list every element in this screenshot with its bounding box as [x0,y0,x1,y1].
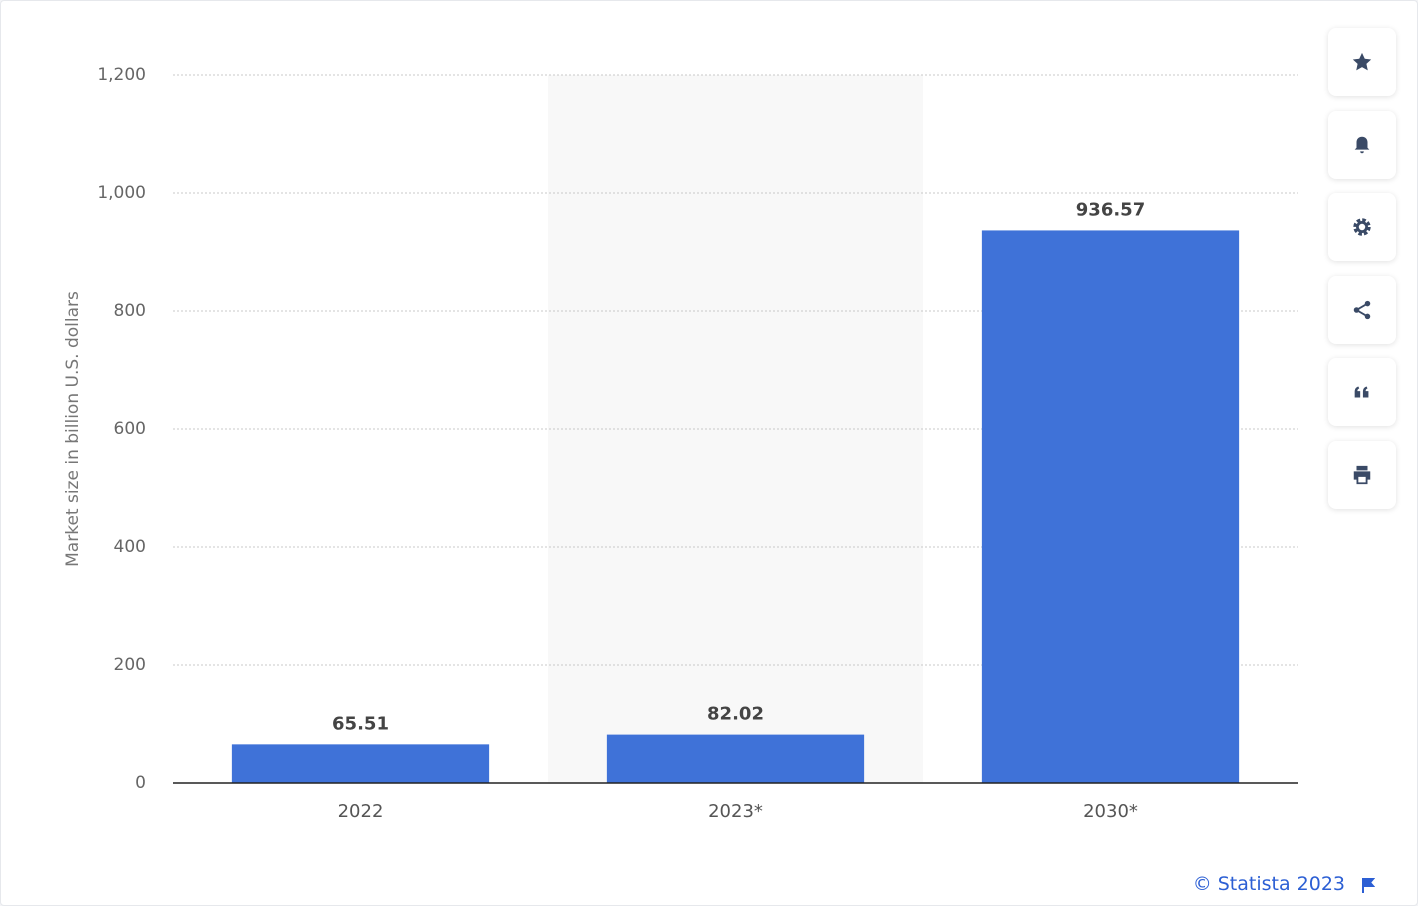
print-button[interactable] [1328,441,1396,509]
notification-button[interactable] [1328,111,1396,179]
value-label: 936.57 [1076,199,1145,220]
x-tick-label: 2023* [708,801,763,822]
y-tick-label: 1,200 [97,65,146,85]
bar [981,230,1240,783]
bar [231,744,490,783]
bar [606,734,865,783]
cite-button[interactable] [1328,358,1396,426]
y-tick-label: 400 [114,537,146,557]
credit[interactable]: © Statista 2023 [1192,873,1345,895]
x-tick-label: 2022 [338,801,384,822]
chart: Market size in billion U.S. dollars 0 200… [63,65,1298,822]
y-tick-label: 600 [114,419,146,439]
y-axis-label: Market size in billion U.S. dollars [63,291,83,567]
value-label: 65.51 [332,713,389,734]
value-label: 82.02 [707,704,764,725]
x-tick-label: 2030* [1083,801,1138,822]
y-tick-label: 800 [114,301,146,321]
y-tick-label: 200 [114,655,146,675]
y-tick-label: 0 [135,773,146,793]
favorite-button[interactable] [1328,28,1396,96]
y-tick-label: 1,000 [97,183,146,203]
share-button[interactable] [1328,276,1396,344]
flag-icon[interactable] [1361,877,1375,893]
settings-button[interactable] [1328,193,1396,261]
